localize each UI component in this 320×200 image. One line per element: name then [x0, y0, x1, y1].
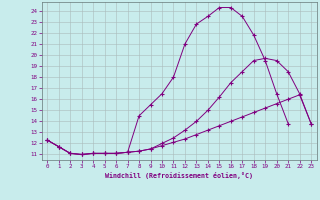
X-axis label: Windchill (Refroidissement éolien,°C): Windchill (Refroidissement éolien,°C)	[105, 172, 253, 179]
